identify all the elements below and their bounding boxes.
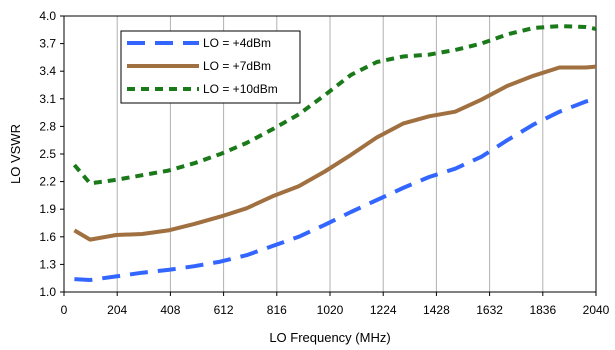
x-tick-label: 1224 — [370, 303, 397, 317]
x-tick-label: 1020 — [317, 303, 344, 317]
x-tick-label: 2040 — [583, 303, 610, 317]
y-tick-label: 2.8 — [39, 119, 56, 133]
x-tick-label: 1632 — [476, 303, 503, 317]
x-tick-label: 816 — [267, 303, 287, 317]
x-tick-label: 0 — [61, 303, 68, 317]
series-line-3 — [72, 24, 597, 186]
y-tick-label: 1.6 — [39, 230, 56, 244]
legend-label-3: LO = +10dBm — [203, 82, 278, 96]
x-tick-label: 1428 — [423, 303, 450, 317]
axis-ticks: 0 204 408 612 816 1020 1224 1428 1632 1836 2040 1.0… — [39, 9, 609, 317]
series-line-1 — [74, 96, 597, 282]
series-line-2 — [73, 64, 597, 242]
x-tick-label: 408 — [160, 303, 180, 317]
x-axis-label: LO Frequency (MHz) — [269, 330, 390, 345]
y-tick-label: 2.5 — [39, 147, 56, 161]
legend-label-1: LO = +4dBm — [203, 36, 271, 50]
legend-label-2: LO = +7dBm — [203, 59, 271, 73]
series-lines — [72, 24, 597, 282]
y-tick-label: 4.0 — [39, 9, 56, 23]
y-axis-label: LO VSWR — [8, 124, 23, 184]
y-tick-label: 1.0 — [39, 285, 56, 299]
x-tick-label: 204 — [107, 303, 127, 317]
y-tick-label: 1.9 — [39, 202, 56, 216]
legend: LO = +4dBm LO = +7dBm LO = +10dBm — [120, 30, 301, 104]
y-tick-label: 1.3 — [39, 257, 56, 271]
y-tick-label: 3.7 — [39, 37, 56, 51]
x-tick-label: 612 — [214, 303, 234, 317]
y-tick-label: 2.2 — [39, 175, 56, 189]
y-tick-label: 3.1 — [39, 92, 56, 106]
y-tick-label: 3.4 — [39, 64, 56, 78]
x-tick-label: 1836 — [529, 303, 556, 317]
